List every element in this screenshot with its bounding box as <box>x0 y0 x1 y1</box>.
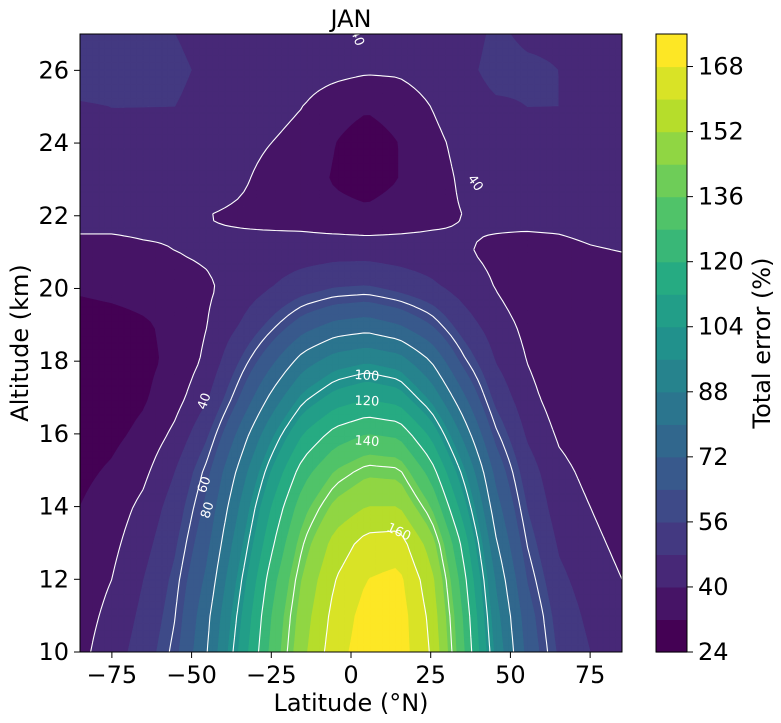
colorbar-tick-label: 168 <box>698 53 744 81</box>
contour-label: 100 <box>354 368 380 385</box>
colorbar-band-80 <box>656 391 687 425</box>
contour-label: 40 <box>195 391 215 412</box>
colorbar-tick-label: 104 <box>698 313 744 341</box>
contour-line-100 <box>232 372 491 652</box>
colorbar-tick-label: 56 <box>698 508 729 536</box>
x-axis-label: Latitude (°N) <box>273 689 428 717</box>
contour-line-60 <box>168 293 549 652</box>
y-tick-label: 10 <box>38 638 69 666</box>
chart-title: JAN <box>328 5 371 33</box>
y-tick-label: 20 <box>38 274 69 302</box>
colorbar-tick-label: 152 <box>698 118 744 146</box>
colorbar-band-136 <box>656 164 687 198</box>
contour-band-48 <box>80 34 622 652</box>
contour-label: 140 <box>354 433 380 450</box>
colorbar-tick-label: 24 <box>698 638 729 666</box>
contour-line-40 <box>80 74 622 652</box>
colorbar-band-152 <box>656 99 687 133</box>
x-tick-label: −25 <box>246 661 297 689</box>
x-tick-label: 25 <box>415 661 446 689</box>
contour-label: 80 <box>198 500 217 520</box>
x-tick-label: 50 <box>495 661 526 689</box>
colorbar-frame <box>655 33 688 653</box>
y-axis: 10 12 14 16 18 20 22 24 26 <box>38 56 80 666</box>
contour-band-168 <box>348 567 410 652</box>
colorbar-band-88 <box>656 359 687 393</box>
contour-lines <box>80 74 622 652</box>
colorbar-band-168 <box>656 34 687 68</box>
colorbar-band-120 <box>656 229 687 263</box>
colorbar-band-72 <box>656 424 687 458</box>
colorbar-tick-label: 136 <box>698 183 744 211</box>
y-axis-label: Altitude (km) <box>6 264 34 421</box>
y-tick-label: 26 <box>38 56 69 84</box>
contour-label: 60 <box>195 475 215 496</box>
colorbar-band-24 <box>656 619 687 653</box>
colorbar-band-64 <box>656 456 687 490</box>
contour-band-152 <box>307 505 440 652</box>
colorbar-band-32 <box>656 586 687 620</box>
contour-fills <box>80 34 622 652</box>
x-tick-label: 75 <box>575 661 606 689</box>
colorbar-ticks: 24 40 56 72 88 104 120 136 152 168 <box>687 53 744 666</box>
colorbar-band-40 <box>656 554 687 588</box>
contour-line-140 <box>286 464 453 652</box>
colorbar-band-56 <box>656 489 687 523</box>
y-tick-label: 12 <box>38 565 69 593</box>
y-tick-label: 14 <box>38 493 69 521</box>
colorbar-tick-label: 72 <box>698 443 729 471</box>
y-tick-label: 24 <box>38 129 69 157</box>
x-axis: −75 −50 −25 0 25 50 75 <box>87 652 606 689</box>
contour-line-120 <box>257 416 473 652</box>
x-tick-label: −50 <box>166 661 217 689</box>
y-tick-label: 16 <box>38 420 69 448</box>
colorbar-tick-label: 40 <box>698 573 729 601</box>
contour-label: 120 <box>354 394 379 410</box>
y-tick-label: 22 <box>38 202 69 230</box>
contour-label: 40 <box>347 27 367 48</box>
colorbar-band-96 <box>656 326 687 360</box>
y-tick-label: 18 <box>38 347 69 375</box>
colorbar-band-48 <box>656 521 687 555</box>
x-tick-label: −75 <box>87 661 138 689</box>
colorbar-band-144 <box>656 131 687 165</box>
colorbar-tick-label: 120 <box>698 248 744 276</box>
contour-line-80 <box>206 332 515 652</box>
colorbar-band-112 <box>656 261 687 295</box>
colorbar-label: Total error (%) <box>748 258 776 430</box>
colorbar-band-128 <box>656 196 687 230</box>
contour-band-128 <box>268 434 465 652</box>
plot-area <box>80 34 622 652</box>
colorbar <box>656 34 687 653</box>
colorbar-band-160 <box>656 66 687 100</box>
colorbar-band-104 <box>656 294 687 328</box>
contour-line-160 <box>323 530 430 652</box>
contour-band-56 <box>156 285 557 652</box>
contour-band-32 <box>80 74 622 652</box>
colorbar-tick-label: 88 <box>698 378 729 406</box>
x-tick-label: 0 <box>343 661 358 689</box>
